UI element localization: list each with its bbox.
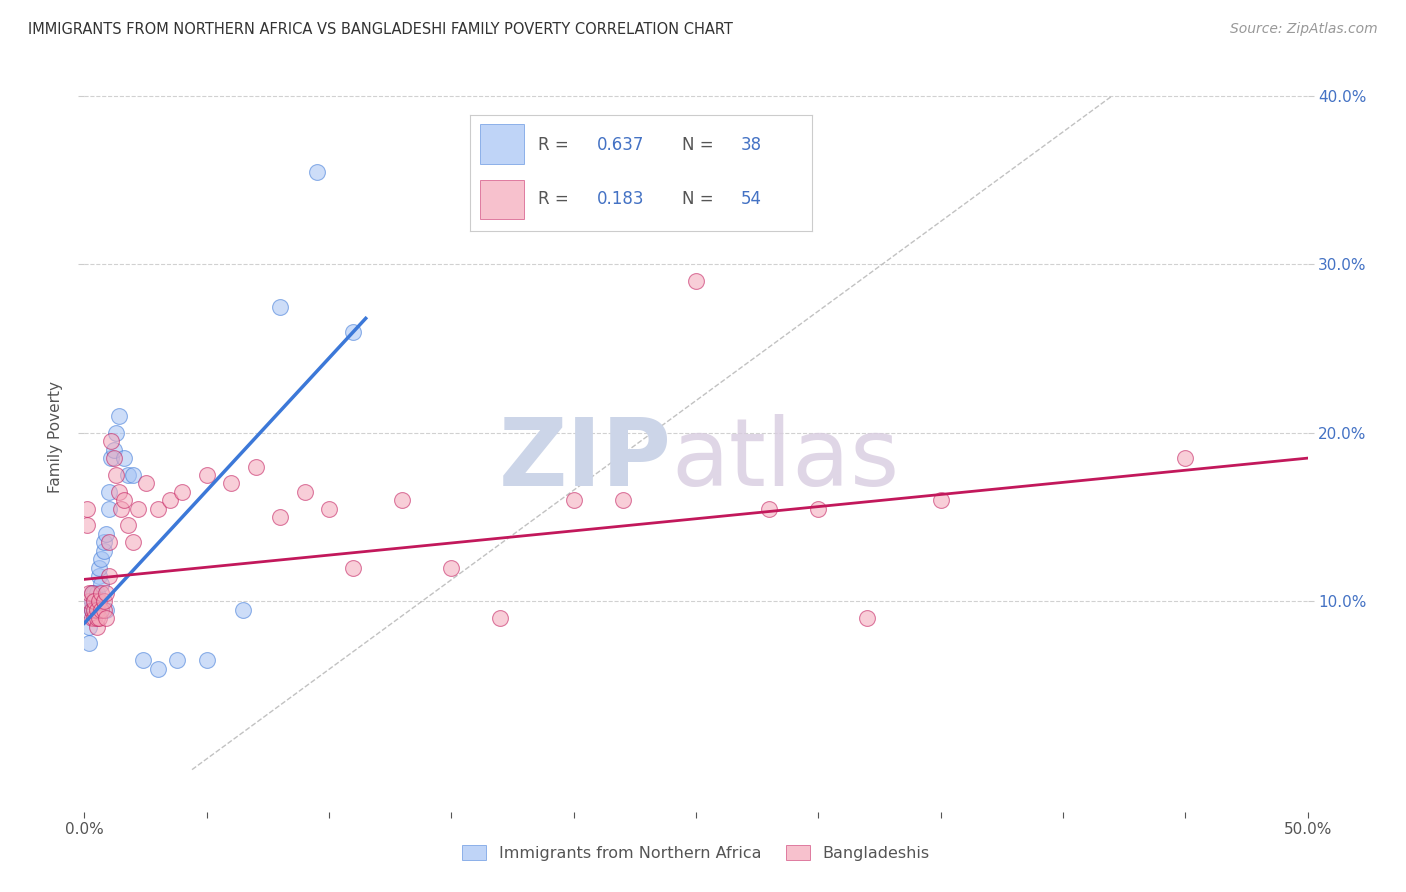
- Point: [269, 510, 291, 524]
- Point: [103, 451, 125, 466]
- Point: [489, 611, 512, 625]
- Point: [76, 602, 98, 616]
- Point: [132, 653, 155, 667]
- Point: [103, 442, 125, 457]
- Point: [96, 611, 118, 625]
- Point: [122, 467, 145, 482]
- Point: [612, 493, 634, 508]
- Point: [195, 467, 218, 482]
- Point: [80, 602, 103, 616]
- Text: Source: ZipAtlas.com: Source: ZipAtlas.com: [1230, 22, 1378, 37]
- Point: [76, 501, 98, 516]
- Point: [318, 501, 340, 516]
- Point: [245, 459, 267, 474]
- Text: ZIP: ZIP: [499, 414, 672, 506]
- Point: [112, 451, 135, 466]
- Point: [127, 501, 149, 516]
- Point: [440, 560, 463, 574]
- Point: [87, 594, 110, 608]
- Point: [87, 569, 110, 583]
- Point: [110, 501, 132, 516]
- Point: [112, 493, 135, 508]
- Point: [86, 611, 108, 625]
- Point: [76, 518, 98, 533]
- Point: [172, 484, 194, 499]
- Point: [146, 501, 169, 516]
- Point: [83, 586, 105, 600]
- Point: [232, 602, 254, 616]
- Point: [117, 518, 139, 533]
- Point: [90, 586, 112, 600]
- Point: [96, 602, 118, 616]
- Text: atlas: atlas: [672, 414, 900, 506]
- Point: [77, 594, 100, 608]
- Point: [117, 467, 139, 482]
- Point: [122, 535, 145, 549]
- Point: [90, 552, 112, 566]
- Point: [269, 300, 291, 314]
- Point: [96, 527, 118, 541]
- Point: [146, 662, 169, 676]
- Point: [96, 586, 118, 600]
- Point: [90, 577, 112, 591]
- Point: [87, 611, 110, 625]
- Point: [87, 560, 110, 574]
- Point: [305, 165, 328, 179]
- Point: [77, 619, 100, 633]
- Point: [80, 611, 103, 625]
- Text: IMMIGRANTS FROM NORTHERN AFRICA VS BANGLADESHI FAMILY POVERTY CORRELATION CHART: IMMIGRANTS FROM NORTHERN AFRICA VS BANGL…: [28, 22, 733, 37]
- Point: [83, 594, 105, 608]
- Point: [166, 653, 188, 667]
- Point: [929, 493, 952, 508]
- Point: [83, 602, 105, 616]
- Point: [86, 602, 108, 616]
- Point: [685, 274, 707, 288]
- Point: [83, 602, 105, 616]
- Point: [294, 484, 316, 499]
- Point: [758, 501, 780, 516]
- Point: [219, 476, 242, 491]
- Point: [105, 425, 128, 440]
- Point: [105, 467, 128, 482]
- Point: [93, 602, 115, 616]
- Point: [83, 611, 105, 625]
- Point: [83, 594, 105, 608]
- Point: [100, 451, 122, 466]
- Point: [135, 476, 157, 491]
- Point: [80, 602, 103, 616]
- Point: [80, 586, 103, 600]
- Point: [100, 434, 122, 449]
- Point: [93, 543, 115, 558]
- Point: [97, 501, 120, 516]
- Point: [90, 602, 112, 616]
- Point: [86, 594, 108, 608]
- Point: [80, 586, 103, 600]
- Point: [97, 535, 120, 549]
- Point: [97, 484, 120, 499]
- Point: [77, 636, 100, 650]
- Point: [856, 611, 879, 625]
- Point: [90, 602, 112, 616]
- Point: [93, 594, 115, 608]
- Point: [97, 569, 120, 583]
- Point: [807, 501, 830, 516]
- Point: [562, 493, 585, 508]
- Point: [86, 602, 108, 616]
- Point: [80, 594, 103, 608]
- Point: [1174, 451, 1197, 466]
- Point: [107, 484, 129, 499]
- Legend: Immigrants from Northern Africa, Bangladeshis: Immigrants from Northern Africa, Banglad…: [456, 838, 936, 867]
- Point: [77, 586, 100, 600]
- Point: [195, 653, 218, 667]
- Point: [342, 560, 364, 574]
- Point: [391, 493, 413, 508]
- Point: [342, 325, 364, 339]
- Point: [93, 535, 115, 549]
- Point: [107, 409, 129, 423]
- Y-axis label: Family Poverty: Family Poverty: [48, 381, 63, 493]
- Point: [159, 493, 181, 508]
- Point: [86, 619, 108, 633]
- Point: [86, 586, 108, 600]
